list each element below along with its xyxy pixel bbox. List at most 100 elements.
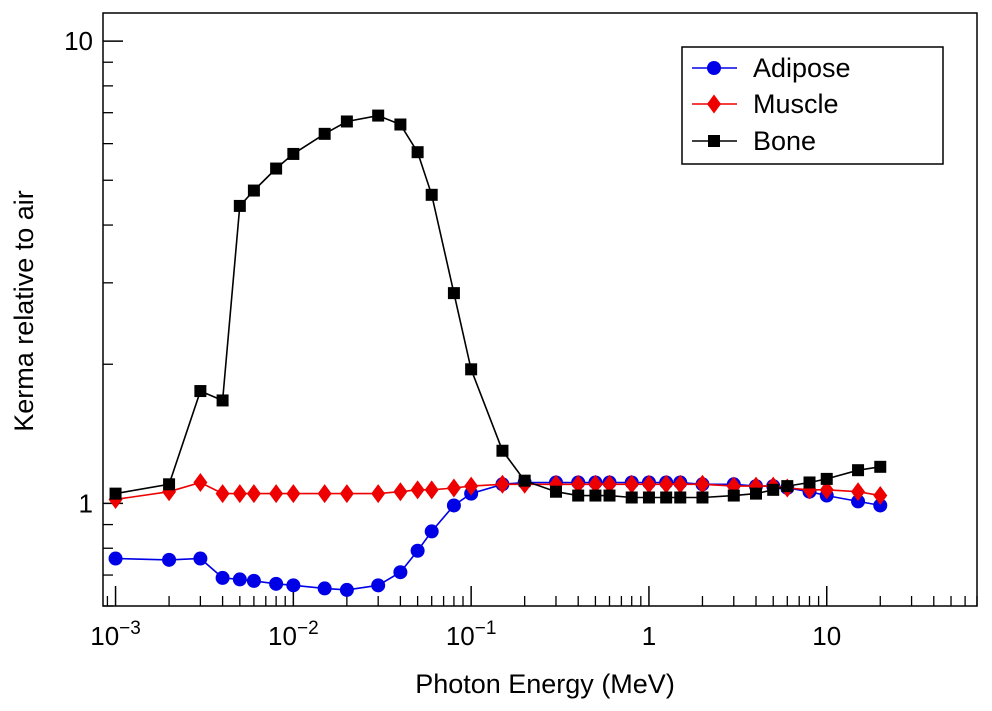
muscle-point xyxy=(410,480,425,500)
bone-point xyxy=(340,115,353,128)
bone-point xyxy=(660,491,673,504)
adipose-point xyxy=(246,573,261,588)
bone-point xyxy=(216,394,229,407)
bone-point xyxy=(874,460,887,473)
series-bone xyxy=(109,109,887,504)
x-axis-ticks: 10−3 10−2 10−1 1 10 xyxy=(90,586,841,651)
muscle-point xyxy=(232,484,247,504)
adipose-point xyxy=(108,551,123,566)
bone-point xyxy=(447,287,460,300)
x-tick-label: 10−1 xyxy=(446,618,497,651)
legend: Adipose Muscle Bone xyxy=(681,46,944,165)
bone-point xyxy=(803,476,816,489)
bone-point xyxy=(425,188,438,201)
muscle-point xyxy=(424,480,439,500)
adipose-point xyxy=(232,572,247,587)
y-axis-title: Kerma relative to air xyxy=(9,190,39,432)
bone-point xyxy=(233,199,246,212)
muscle-point xyxy=(393,482,408,502)
bone-point xyxy=(465,363,478,376)
y-tick-label: 10 xyxy=(64,26,93,56)
muscle-point xyxy=(371,484,386,504)
adipose-point xyxy=(371,578,386,593)
bone-point xyxy=(749,487,762,500)
legend-marker-adipose xyxy=(707,61,721,75)
x-minor-ticks xyxy=(106,596,978,606)
adipose-point xyxy=(215,570,230,585)
muscle-point xyxy=(851,482,866,502)
adipose-point xyxy=(339,582,354,597)
x-tick-label: 10−2 xyxy=(268,618,319,651)
muscle-point xyxy=(446,478,461,498)
bone-point xyxy=(696,491,709,504)
bone-point xyxy=(852,464,865,477)
bone-point xyxy=(603,489,616,502)
adipose-point xyxy=(410,543,425,558)
bone-point xyxy=(318,127,331,140)
legend-marker-bone xyxy=(708,135,720,147)
adipose-point xyxy=(851,494,866,509)
bone-point xyxy=(194,385,207,398)
legend-entry-bone: Bone xyxy=(692,126,816,156)
plot-frame xyxy=(102,12,978,607)
adipose-point xyxy=(286,578,301,593)
legend-entry-muscle: Muscle xyxy=(692,89,839,119)
bone-point xyxy=(372,109,385,122)
x-tick-label: 1 xyxy=(642,621,656,651)
bone-point xyxy=(163,478,176,491)
bone-point xyxy=(411,146,424,159)
muscle-point xyxy=(695,474,710,494)
bone-point xyxy=(781,480,794,493)
adipose-line xyxy=(115,481,881,591)
bone-point xyxy=(287,147,300,160)
adipose-point xyxy=(162,552,177,567)
adipose-point xyxy=(424,524,439,539)
y-tick-label: 1 xyxy=(79,488,93,518)
series-layer xyxy=(108,109,888,597)
bone-point xyxy=(394,118,407,131)
y-minor-ticks xyxy=(103,61,113,607)
x-tick-label: 10−3 xyxy=(90,618,141,651)
muscle-point xyxy=(269,484,284,504)
bone-point xyxy=(589,489,602,502)
bone-line xyxy=(115,114,881,499)
muscle-point xyxy=(464,476,479,496)
muscle-point xyxy=(602,474,617,494)
muscle-point xyxy=(624,474,639,494)
bone-point xyxy=(625,491,638,504)
bone-point xyxy=(247,184,260,197)
legend-box xyxy=(681,46,944,165)
muscle-point xyxy=(659,474,674,494)
bone-point xyxy=(727,489,740,502)
muscle-point xyxy=(673,474,688,494)
legend-label-bone: Bone xyxy=(753,126,816,156)
x-tick-label: 10 xyxy=(812,621,841,651)
bone-point xyxy=(109,487,122,500)
adipose-point xyxy=(873,498,888,513)
bone-point xyxy=(496,444,509,457)
muscle-point xyxy=(339,484,354,504)
adipose-point xyxy=(446,498,461,513)
adipose-point xyxy=(193,551,208,566)
bone-point xyxy=(549,485,562,498)
bone-point xyxy=(518,474,531,487)
bone-point xyxy=(767,483,780,496)
legend-marker-muscle xyxy=(707,94,721,114)
muscle-point xyxy=(571,474,586,494)
bone-point xyxy=(270,162,283,175)
y-axis-ticks: 1 10 xyxy=(64,26,123,518)
bone-point xyxy=(820,472,833,485)
legend-label-adipose: Adipose xyxy=(753,53,851,83)
muscle-point xyxy=(317,484,332,504)
muscle-point xyxy=(286,484,301,504)
legend-label-muscle: Muscle xyxy=(753,89,839,119)
muscle-point xyxy=(193,472,208,492)
muscle-point xyxy=(246,484,261,504)
muscle-point xyxy=(641,474,656,494)
bone-point xyxy=(642,491,655,504)
muscle-point xyxy=(215,484,230,504)
bone-point xyxy=(674,491,687,504)
adipose-point xyxy=(393,565,408,580)
legend-entry-adipose: Adipose xyxy=(692,53,851,83)
